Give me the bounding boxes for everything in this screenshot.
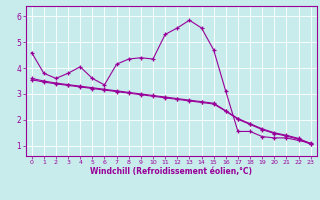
X-axis label: Windchill (Refroidissement éolien,°C): Windchill (Refroidissement éolien,°C) (90, 167, 252, 176)
